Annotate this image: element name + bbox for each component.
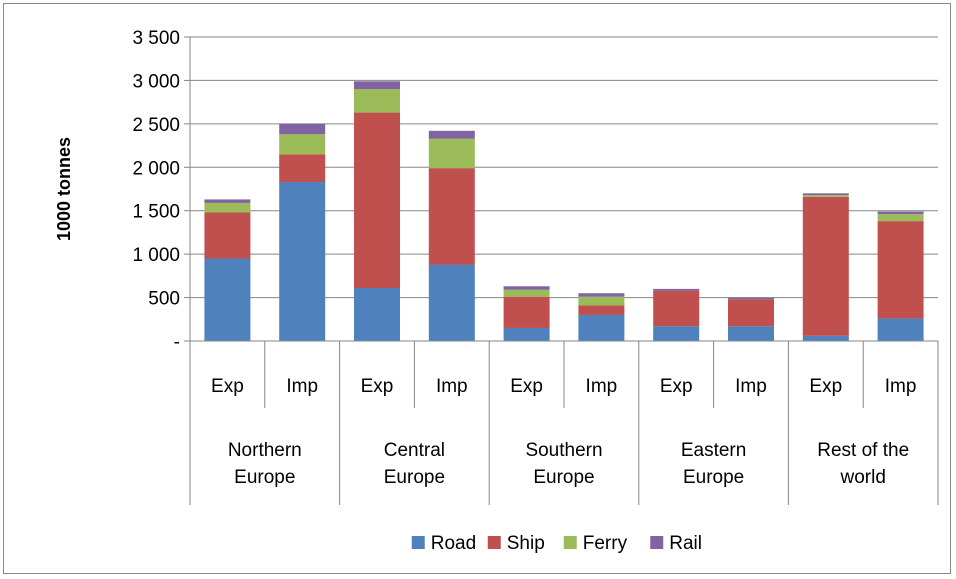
x-group-label-4-0: Rest of the (817, 440, 909, 461)
x-group-label-1-1: Europe (384, 467, 445, 488)
x-group-label-0-0: Northern (228, 440, 302, 461)
chart-frame (3, 3, 951, 574)
bar-ferry-4 (503, 289, 550, 297)
bar-ship-9 (877, 221, 924, 319)
legend-label-ship: Ship (507, 533, 545, 554)
y-tick-label-3: 1 500 (132, 202, 180, 223)
x-category-label-4: Exp (510, 376, 543, 397)
bar-rail-9 (877, 211, 924, 215)
bar-ferry-1 (279, 134, 326, 155)
x-category-label-6: Exp (660, 376, 693, 397)
x-group-label-4-1: world (839, 467, 885, 488)
legend-label-road: Road (431, 533, 476, 554)
bar-rail-1 (279, 123, 326, 135)
legend-swatch-rail (650, 536, 664, 549)
bar-road-6 (653, 326, 700, 341)
x-category-label-5: Imp (586, 376, 618, 397)
bar-road-7 (728, 326, 774, 341)
y-tick-label-6: 3 000 (132, 71, 180, 92)
bar-ship-4 (503, 296, 550, 328)
bar-ship-2 (354, 112, 400, 289)
y-tick-label-0: - (174, 332, 180, 353)
y-tick-label-1: 500 (148, 289, 180, 310)
legend-swatch-ferry (563, 536, 577, 549)
bar-ship-1 (279, 154, 326, 183)
y-tick-label-7: 3 500 (132, 28, 180, 49)
x-category-label-1: Imp (286, 376, 318, 397)
x-group-label-3-1: Europe (683, 467, 744, 488)
bar-ferry-9 (877, 214, 924, 222)
bar-road-4 (503, 327, 550, 341)
bar-ferry-2 (354, 89, 400, 113)
x-category-label-0: Exp (211, 376, 244, 397)
legend-swatch-road (411, 536, 425, 549)
bar-road-5 (578, 314, 625, 341)
x-category-label-3: Imp (436, 376, 468, 397)
x-group-label-2-1: Europe (533, 467, 594, 488)
bar-ferry-3 (428, 138, 475, 169)
bar-rail-0 (204, 199, 251, 203)
x-group-label-1-0: Central (384, 440, 445, 461)
bar-rail-8 (802, 193, 849, 196)
bar-ship-5 (578, 305, 625, 315)
bar-road-3 (428, 264, 475, 341)
bar-ship-6 (653, 290, 700, 327)
y-axis-title: 1000 tonnes (54, 137, 74, 241)
y-tick-label-4: 2 000 (132, 158, 180, 179)
x-category-label-2: Exp (361, 376, 394, 397)
bar-ship-8 (802, 196, 849, 336)
bar-ship-0 (204, 212, 251, 259)
y-tick-label-5: 2 500 (132, 115, 180, 136)
bar-rail-2 (354, 81, 400, 90)
legend-label-rail: Rail (669, 533, 702, 554)
legend-swatch-ship (487, 536, 501, 549)
bar-rail-5 (578, 293, 625, 297)
y-tick-label-2: 1 000 (132, 245, 180, 266)
bar-road-2 (354, 288, 400, 341)
bar-road-1 (279, 182, 326, 341)
x-category-label-8: Exp (809, 376, 842, 397)
x-category-label-7: Imp (735, 376, 767, 397)
bar-rail-4 (503, 286, 550, 290)
bar-ferry-5 (578, 296, 625, 306)
bar-road-0 (204, 258, 251, 341)
bar-ferry-8 (802, 195, 849, 197)
bar-ship-7 (728, 299, 774, 327)
bar-ship-3 (428, 168, 475, 265)
x-group-label-0-1: Europe (234, 467, 295, 488)
bar-rail-7 (728, 297, 774, 300)
bar-rail-3 (428, 130, 475, 139)
bar-ferry-0 (204, 202, 251, 213)
x-category-label-9: Imp (885, 376, 917, 397)
x-group-label-3-0: Eastern (681, 440, 746, 461)
bar-road-9 (877, 318, 924, 341)
bar-rail-6 (653, 288, 700, 291)
legend-label-ferry: Ferry (583, 533, 628, 554)
x-group-label-2-0: Southern (525, 440, 602, 461)
bar-road-8 (802, 335, 849, 341)
